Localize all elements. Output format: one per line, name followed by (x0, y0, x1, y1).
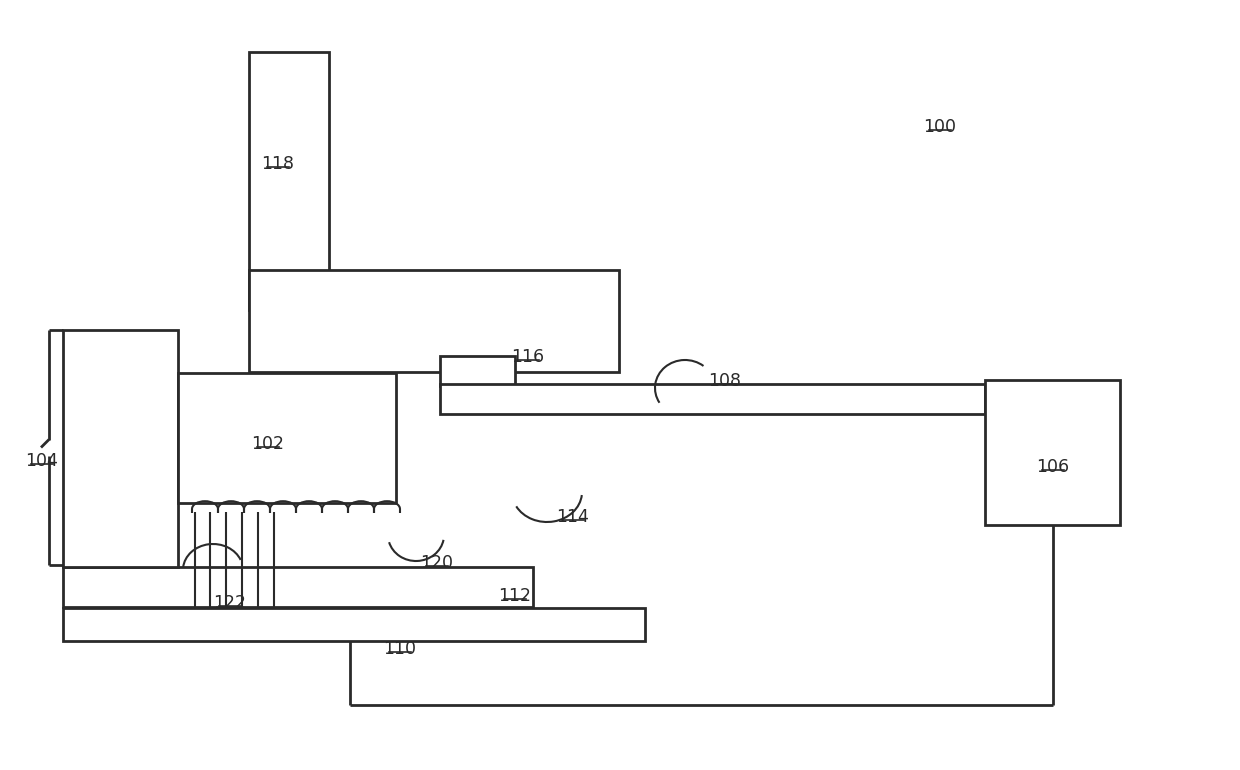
Text: 118: 118 (262, 155, 295, 173)
Text: 108: 108 (708, 372, 742, 390)
Text: 114: 114 (557, 508, 589, 526)
Text: 104: 104 (26, 452, 58, 470)
Text: 112: 112 (498, 587, 532, 605)
Bar (249, 52, 329, 310)
Text: 106: 106 (1037, 458, 1070, 476)
Text: 116: 116 (511, 348, 544, 366)
Bar (179, 373, 396, 503)
Text: 122: 122 (213, 594, 247, 612)
Text: 100: 100 (924, 118, 956, 136)
Bar (985, 380, 1120, 525)
Text: 120: 120 (420, 554, 454, 572)
Bar (63, 567, 533, 607)
Text: 102: 102 (252, 435, 284, 453)
Bar (63, 330, 179, 567)
Text: 110: 110 (383, 640, 417, 658)
Bar (440, 356, 515, 386)
Bar (440, 384, 985, 414)
Bar (249, 270, 619, 372)
Bar (63, 608, 645, 641)
